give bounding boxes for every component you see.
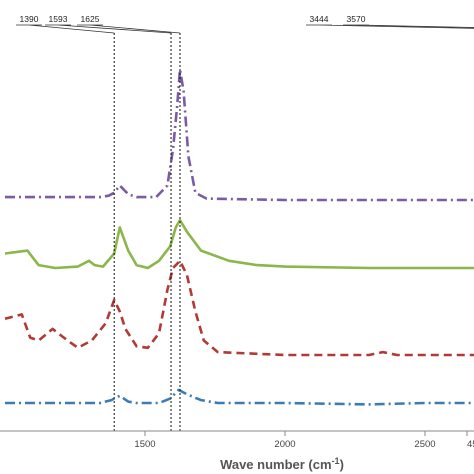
x-axis-title-main: Wave number (cm <box>220 457 332 472</box>
series-line-3 <box>4 259 474 357</box>
peak-marker-layer: 1390 1593 1625 3444 3570 <box>16 14 474 431</box>
peak-marker-leader <box>77 24 181 34</box>
x-tick-layer: 15002000250030003500400045 <box>134 431 474 450</box>
x-tick-label: 2000 <box>274 439 295 450</box>
x-axis-title-superscript: -1 <box>332 456 340 466</box>
peak-marker-1625: 1625 <box>77 14 181 431</box>
series-layer <box>4 68 474 406</box>
peak-marker-label: 1390 <box>20 14 39 24</box>
peak-marker-leader <box>16 24 115 34</box>
peak-marker-label: 1593 <box>49 14 68 24</box>
peak-marker-1390: 1390 <box>16 14 115 431</box>
peak-marker-label: 3570 <box>347 14 366 24</box>
x-tick-45: 45 <box>466 431 474 450</box>
x-tick-label: 2500 <box>414 439 435 450</box>
peak-marker-leader <box>306 24 474 29</box>
x-axis-title: Wave number (cm-1) <box>220 456 344 472</box>
x-axis-title-close: ) <box>340 457 344 472</box>
x-tick-2500: 2500 <box>414 431 436 450</box>
series-line-2 <box>4 218 474 270</box>
peak-marker-3570: 3570 <box>343 14 474 28</box>
peak-marker-3444: 3444 <box>306 14 474 29</box>
x-tick-2000: 2000 <box>274 431 296 450</box>
series-line-1 <box>5 68 474 202</box>
peak-marker-1593: 1593 <box>45 14 172 431</box>
series-line-4 <box>5 388 474 406</box>
x-tick-label: 45 <box>467 439 474 450</box>
peak-marker-label: 1625 <box>81 14 100 24</box>
x-tick-label: 1500 <box>134 439 155 450</box>
peak-marker-label: 3444 <box>310 14 329 24</box>
peak-marker-leader <box>343 24 474 28</box>
peak-marker-leader <box>45 24 172 34</box>
x-tick-1500: 1500 <box>134 431 156 450</box>
